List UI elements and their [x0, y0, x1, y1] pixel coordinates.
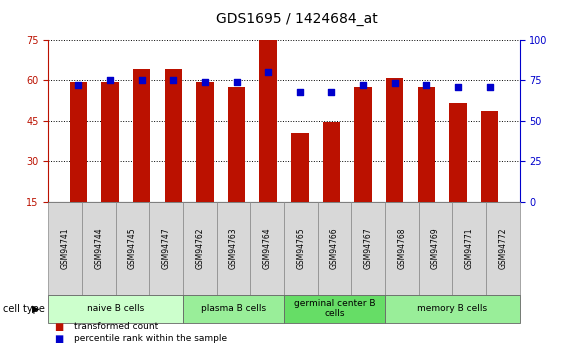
FancyBboxPatch shape	[419, 202, 452, 295]
Bar	[196, 81, 214, 202]
Point	[327, 89, 336, 94]
FancyBboxPatch shape	[82, 202, 116, 295]
FancyBboxPatch shape	[385, 295, 520, 323]
Bar	[449, 103, 467, 202]
FancyBboxPatch shape	[486, 202, 520, 295]
Bar	[133, 69, 151, 202]
Bar	[101, 81, 119, 202]
FancyBboxPatch shape	[183, 202, 216, 295]
Point	[232, 79, 241, 85]
FancyBboxPatch shape	[48, 295, 183, 323]
FancyBboxPatch shape	[284, 202, 318, 295]
Text: GSM94741: GSM94741	[61, 228, 70, 269]
Text: GSM94772: GSM94772	[498, 228, 507, 269]
Text: GSM94768: GSM94768	[398, 228, 406, 269]
Point	[358, 82, 367, 88]
Text: GSM94745: GSM94745	[128, 228, 137, 269]
Point	[169, 77, 178, 83]
Text: GSM94763: GSM94763	[229, 228, 238, 269]
Point	[74, 82, 83, 88]
Text: ■: ■	[54, 322, 63, 332]
Point	[390, 81, 399, 86]
FancyBboxPatch shape	[149, 202, 183, 295]
Text: GSM94764: GSM94764	[262, 228, 272, 269]
Bar	[70, 81, 87, 202]
Bar	[291, 133, 308, 202]
FancyBboxPatch shape	[352, 202, 385, 295]
Point	[295, 89, 304, 94]
FancyBboxPatch shape	[385, 202, 419, 295]
Text: ▶: ▶	[32, 304, 40, 314]
Text: memory B cells: memory B cells	[417, 304, 487, 313]
Text: cell type: cell type	[3, 304, 45, 314]
Text: ■: ■	[54, 334, 63, 344]
Point	[485, 84, 494, 89]
Bar	[417, 87, 435, 202]
Text: GSM94762: GSM94762	[195, 228, 204, 269]
Text: transformed count: transformed count	[74, 322, 158, 331]
Bar	[323, 122, 340, 202]
Bar	[228, 87, 245, 202]
Point	[264, 69, 273, 75]
FancyBboxPatch shape	[116, 202, 149, 295]
FancyBboxPatch shape	[48, 202, 82, 295]
Text: GSM94767: GSM94767	[364, 228, 373, 269]
Text: GSM94769: GSM94769	[431, 228, 440, 269]
Bar	[354, 87, 372, 202]
Point	[137, 77, 146, 83]
FancyBboxPatch shape	[250, 202, 284, 295]
Text: GSM94765: GSM94765	[296, 228, 306, 269]
FancyBboxPatch shape	[183, 295, 284, 323]
Text: GDS1695 / 1424684_at: GDS1695 / 1424684_at	[216, 12, 378, 26]
Bar	[481, 111, 498, 202]
Text: GSM94771: GSM94771	[465, 228, 474, 269]
Text: germinal center B
cells: germinal center B cells	[294, 299, 375, 318]
FancyBboxPatch shape	[216, 202, 250, 295]
Point	[422, 82, 431, 88]
Point	[453, 84, 462, 89]
FancyBboxPatch shape	[452, 202, 486, 295]
Point	[201, 79, 210, 85]
FancyBboxPatch shape	[284, 295, 385, 323]
Point	[106, 77, 115, 83]
FancyBboxPatch shape	[318, 202, 352, 295]
Bar	[386, 78, 403, 202]
Text: GSM94766: GSM94766	[330, 228, 339, 269]
Text: plasma B cells: plasma B cells	[201, 304, 266, 313]
Bar	[260, 38, 277, 202]
Text: naive B cells: naive B cells	[87, 304, 144, 313]
Text: GSM94744: GSM94744	[94, 228, 103, 269]
Bar	[165, 69, 182, 202]
Text: GSM94747: GSM94747	[162, 228, 170, 269]
Text: percentile rank within the sample: percentile rank within the sample	[74, 334, 227, 343]
